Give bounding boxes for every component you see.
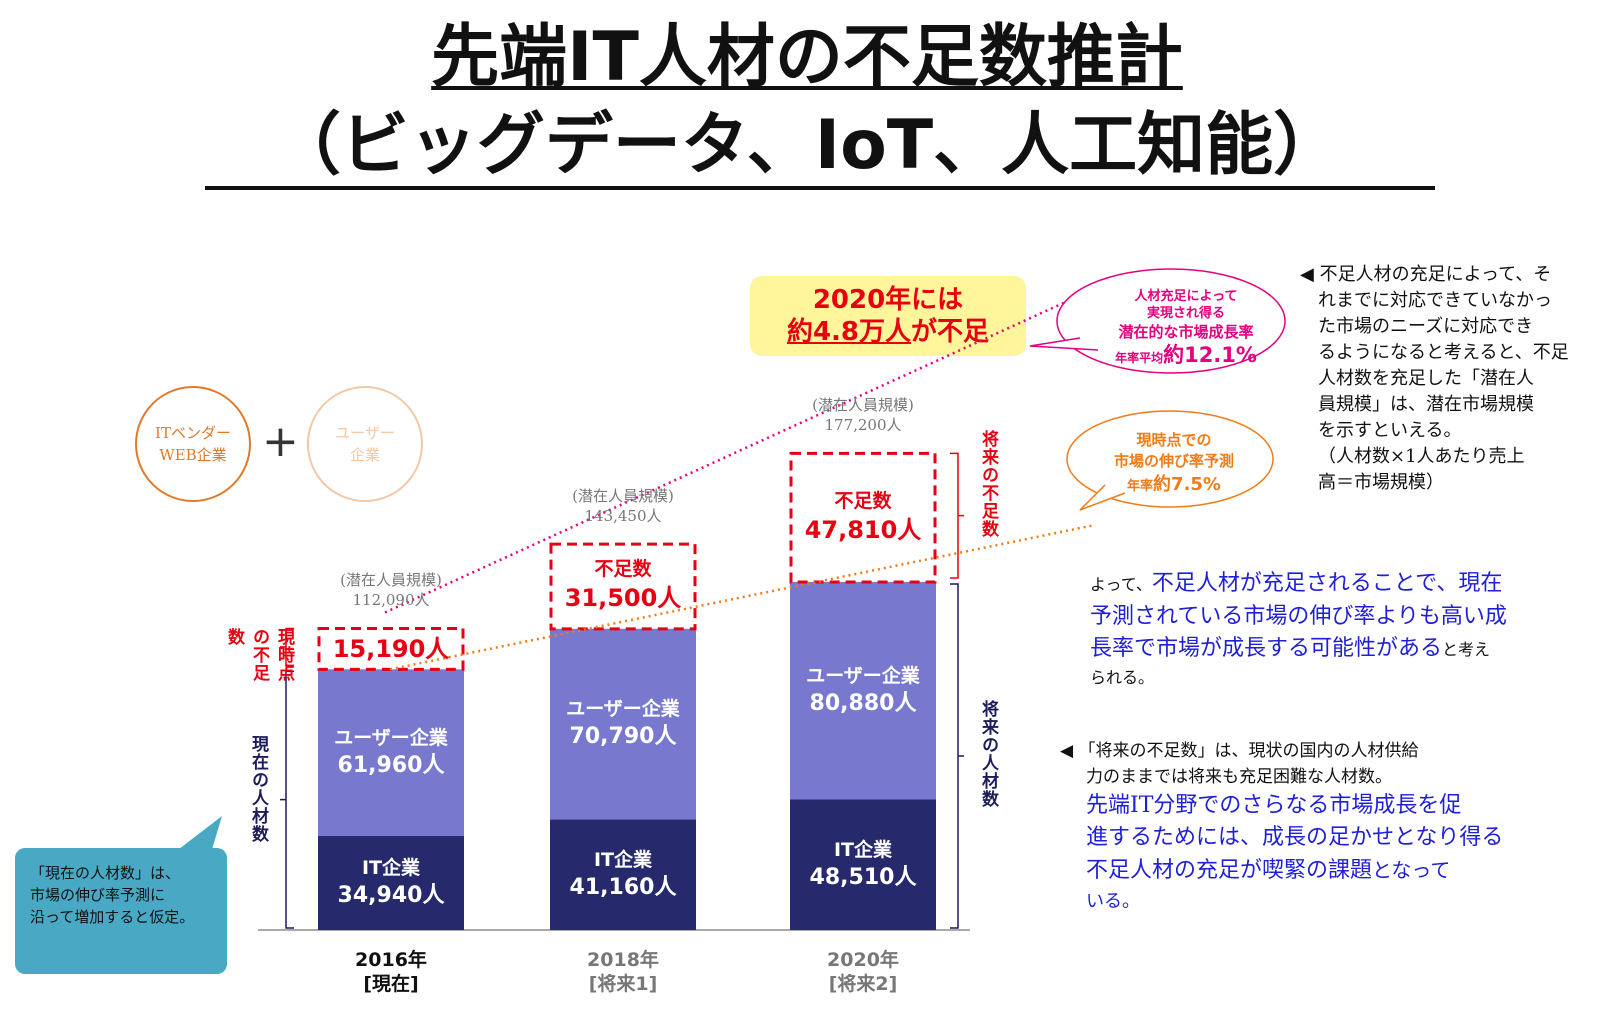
orange-bubble xyxy=(1066,410,1274,508)
bar-label-user: ユーザー企業 80,880人 xyxy=(806,664,920,716)
bar-user-company xyxy=(550,628,696,820)
callout-amount: 約4.8万人 xyxy=(786,317,912,347)
bar-label-it: IT企業 41,160人 xyxy=(569,848,677,900)
bar-label-shortage: 15,190人 xyxy=(332,634,450,663)
bottom-note-b1: 先端IT分野でのさらなる市場成長を促 xyxy=(1086,793,1462,818)
it-vendor-circle: ITベンダー WEB企業 xyxy=(135,386,251,502)
current-staff-label: 現在の人材数 xyxy=(248,735,268,843)
orange-bubble-line1: 現時点での xyxy=(1136,431,1212,449)
mid-note-b2: 予測されている市場の伸び率よりも高い成 xyxy=(1090,604,1507,629)
teal-note-text: 「現在の人材数」は、 市場の伸び率予測に 沿って増加すると仮定。 xyxy=(30,862,220,928)
user-company-line1: ユーザー xyxy=(335,424,395,442)
right-note-line: るようになると考えると、不足 xyxy=(1318,342,1569,363)
bottom-note-l2: 力のままでは将来も充足困難な人材数。 xyxy=(1086,767,1392,787)
bottom-note: ◀ 「将来の不足数」は、現状の国内の人材供給 力のままでは将来も充足困難な人材数… xyxy=(1060,738,1560,916)
bar-label-shortage: 不足数 47,810人 xyxy=(804,489,922,544)
pink-bubble xyxy=(1056,268,1286,374)
right-note: ◀ 不足人材の充足によって、そ れまでに対応できていなかっ た市場のニーズに対応… xyxy=(1300,262,1600,496)
pink-bubble-small: 年率平均 xyxy=(1115,351,1164,365)
bar-label-user: ユーザー企業 70,790人 xyxy=(566,698,680,750)
bar-label-it: IT企業 48,510人 xyxy=(809,838,917,890)
pink-bubble-rate: 約12.1% xyxy=(1163,343,1257,367)
shortage-callout: 2020年には 約4.8万人が不足 xyxy=(750,276,1026,356)
page-subtitle: （ビッグデータ、IoT、人工知能） xyxy=(272,106,1342,185)
mid-note-b3: 長率で市場が成長する可能性がある xyxy=(1090,636,1443,661)
bar-it-company xyxy=(790,799,936,930)
bar-shortage-box xyxy=(549,542,697,631)
orange-bubble-rate: 約7.5% xyxy=(1153,474,1221,495)
year-label: 2016年 [現在] xyxy=(355,949,427,995)
pink-bubble-text: 人材充足によって 実現され得る 潜在的な市場成長率 年率平均約12.1% xyxy=(1076,288,1296,371)
current-shortage-bracket xyxy=(280,627,294,667)
bottom-note-b3a: 不足人材の充足が喫緊の課題 xyxy=(1086,858,1373,883)
bar-label-user: ユーザー企業 61,960人 xyxy=(334,726,448,778)
right-note-line: れまでに対応できていなかっ xyxy=(1318,290,1552,311)
teal-note-l1: 「現在の人材数」は、 xyxy=(30,864,181,882)
user-company-line2: 企業 xyxy=(349,446,380,464)
teal-note-pointer xyxy=(170,816,222,856)
right-note-line: 高＝市場規模） xyxy=(1318,472,1444,493)
future-staff-label: 将来の人材数 xyxy=(978,700,998,808)
it-vendor-line2: WEB企業 xyxy=(159,446,227,464)
bottom-note-b3b: となって xyxy=(1372,858,1451,882)
orange-bubble-tail xyxy=(1079,484,1126,511)
right-note-line: 員規模」は、潜在市場規模 xyxy=(1318,394,1534,415)
mid-note-suffix: と考え xyxy=(1442,640,1491,659)
teal-note-l2: 市場の伸び率予測に xyxy=(30,886,166,904)
orange-bubble-line2: 市場の伸び率予測 xyxy=(1113,452,1234,470)
bar-it-company xyxy=(318,836,464,930)
future-staff-bracket xyxy=(950,583,964,929)
bar-it-company xyxy=(550,819,696,930)
callout-line1: 2020年には xyxy=(812,285,964,315)
bar-user-company xyxy=(790,581,936,800)
current-shortage-label: 現時点の不足数 xyxy=(224,628,294,682)
orange-bubble-small: 年率 xyxy=(1127,479,1154,494)
plus-icon: + xyxy=(262,416,299,467)
potential-label: (潜在人員規模) 143,450人 xyxy=(572,487,674,526)
orange-bubble-text: 現時点での 市場の伸び率予測 年率約7.5% xyxy=(1074,430,1274,500)
potential-label: (潜在人員規模) 112,090人 xyxy=(340,571,442,610)
middle-note: よって、不足人材が充足されることで、現在 予測されている市場の伸び率よりも高い成… xyxy=(1090,568,1570,690)
bottom-note-b4: いる。 xyxy=(1086,891,1140,912)
teal-note-box xyxy=(15,848,227,974)
right-note-line: 人材数を充足した「潜在人 xyxy=(1318,368,1534,389)
potential-label: (潜在人員規模) 177,200人 xyxy=(812,396,914,435)
right-note-line: （人材数×1人あたり売上 xyxy=(1318,446,1525,467)
bar-shortage-box xyxy=(789,451,937,584)
future-shortage-label: 将来の不足数 xyxy=(978,430,998,538)
bar-user-company xyxy=(318,669,464,837)
mid-note-prefix: よって、 xyxy=(1090,575,1152,594)
page-title: 先端IT人材の不足数推計 xyxy=(0,18,1614,98)
year-label: 2018年 [将来1] xyxy=(587,949,659,995)
title-underline xyxy=(205,186,1435,190)
title-line1: 先端IT人材の不足数推計 xyxy=(431,18,1183,97)
right-note-line: た市場のニーズに対応でき xyxy=(1318,316,1534,337)
bar-label-shortage: 不足数 31,500人 xyxy=(564,558,682,613)
teal-note-l3: 沿って増加すると仮定。 xyxy=(30,908,195,926)
bar-label-it: IT企業 34,940人 xyxy=(337,857,445,908)
current-staff-bracket xyxy=(280,670,294,929)
pink-bubble-tail xyxy=(1029,337,1099,351)
mid-note-end: られる。 xyxy=(1090,668,1155,687)
pink-bubble-line2: 実現され得る xyxy=(1146,306,1225,321)
right-note-line: ◀ 不足人材の充足によって、そ xyxy=(1300,264,1552,285)
potential-growth-line xyxy=(384,298,1071,614)
year-label: 2020年 [将来2] xyxy=(827,949,899,995)
it-vendor-line1: ITベンダー xyxy=(155,424,231,442)
pink-bubble-line1: 人材充足によって xyxy=(1134,289,1238,304)
pink-bubble-line3: 潜在的な市場成長率 xyxy=(1118,323,1254,341)
bottom-note-b2: 進するためには、成長の足かせとなり得る xyxy=(1086,825,1504,850)
mid-note-b1: 不足人材が充足されることで、現在 xyxy=(1151,571,1503,596)
future-shortage-bracket xyxy=(950,452,964,579)
bottom-note-l1: ◀ 「将来の不足数」は、現状の国内の人材供給 xyxy=(1060,741,1419,761)
right-note-line: を示すといえる。 xyxy=(1318,420,1462,441)
user-company-circle: ユーザー 企業 xyxy=(307,386,423,502)
